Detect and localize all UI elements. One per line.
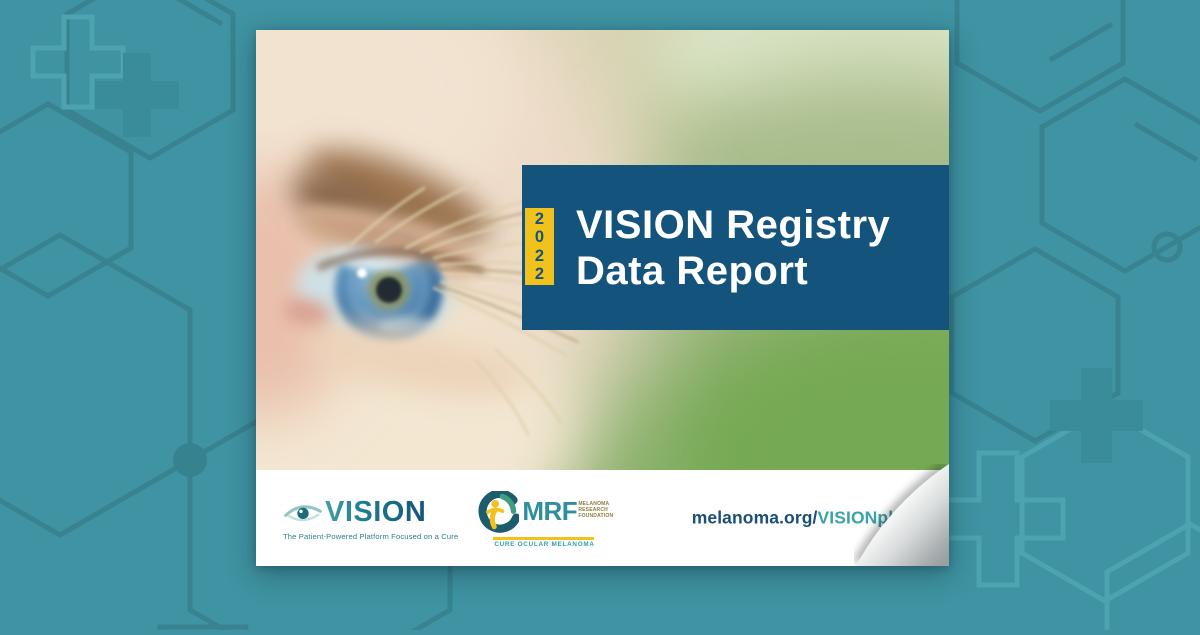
mrf-organization-name: MELANOMA RESEARCH FOUNDATION — [578, 501, 613, 519]
year-label: 2022 — [534, 210, 545, 283]
url-path: VISIONpla — [817, 507, 903, 528]
title-banner: VISION Registry Data Report — [522, 165, 949, 330]
vision-wordmark: VISION — [325, 495, 427, 528]
mrf-org-line1: MELANOMA — [578, 501, 610, 507]
mrf-org-line2: RESEARCH — [578, 507, 608, 513]
mrf-yellow-rule — [493, 537, 595, 540]
report-cover-card: VISION Registry Data Report 2022 VISION … — [256, 30, 949, 566]
mrf-slogan: CURE OCULAR MELANOMA — [494, 541, 595, 548]
mrf-foundation-emblem-icon — [478, 491, 520, 533]
footer-bar: VISION The Patient-Powered Platform Focu… — [256, 470, 949, 566]
page-curl-icon — [856, 464, 949, 566]
mrf-abbreviation: MRF — [522, 496, 578, 526]
year-tab: 2022 — [525, 208, 554, 285]
vision-logo: VISION The Patient-Powered Platform Focu… — [283, 496, 458, 541]
report-title-line1: VISION Registry — [576, 202, 891, 247]
report-title-line2: Data Report — [576, 248, 809, 293]
eye-icon — [284, 505, 322, 522]
page-curl — [854, 464, 949, 566]
website-url: melanoma.org/VISIONpla — [692, 508, 903, 529]
vision-tagline: The Patient-Powered Platform Focused on … — [283, 531, 459, 541]
mrf-org-line3: FOUNDATION — [578, 513, 614, 519]
url-domain: melanoma.org/ — [691, 507, 818, 528]
mrf-logo: MRF MELANOMA RESEARCH FOUNDATION CURE OC… — [475, 489, 613, 548]
